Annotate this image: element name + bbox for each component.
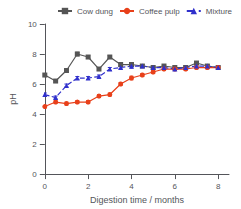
svg-text:Coffee pulp: Coffee pulp <box>139 7 180 16</box>
svg-text:Mixture: Mixture <box>206 7 233 16</box>
svg-text:0: 0 <box>43 182 48 191</box>
svg-text:2: 2 <box>32 140 37 149</box>
svg-text:6: 6 <box>32 80 37 89</box>
svg-text:0: 0 <box>32 170 37 179</box>
svg-text:10: 10 <box>28 20 37 29</box>
svg-text:4: 4 <box>32 110 37 119</box>
svg-text:pH: pH <box>8 93 18 105</box>
svg-text:Digestion time / months: Digestion time / months <box>90 195 185 205</box>
svg-text:8: 8 <box>216 182 221 191</box>
svg-text:6: 6 <box>173 182 178 191</box>
svg-text:8: 8 <box>32 50 37 59</box>
svg-text:2: 2 <box>86 182 91 191</box>
svg-text:4: 4 <box>129 182 134 191</box>
svg-text:Cow dung: Cow dung <box>77 7 113 16</box>
